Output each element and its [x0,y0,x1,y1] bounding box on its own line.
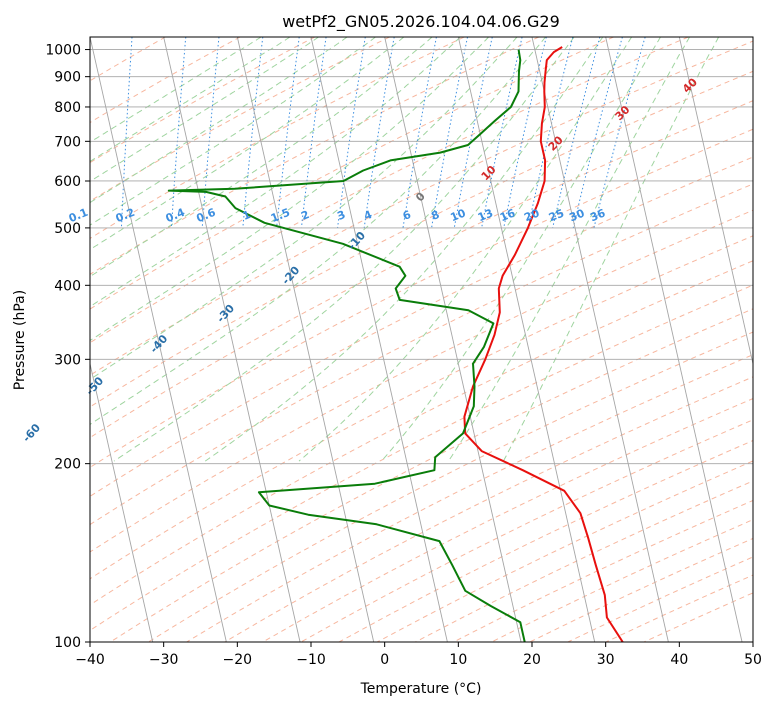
x-tick-label: 30 [597,652,615,668]
chart-title: wetPf2_GN05.2026.104.04.06.G29 [282,12,560,32]
dry-adiabat [90,37,540,275]
mixing-ratio-line [572,37,623,229]
moist-adiabat [90,37,262,143]
mixing-ratio-label: 25 [547,207,566,225]
dry-adiabat [90,40,753,376]
mixing-ratio-line [552,37,601,229]
mixing-ratio-line [337,37,366,228]
mixing-ratio-line [170,37,187,228]
moist-adiabat [90,37,433,278]
mixing-ratio-line [201,37,220,228]
x-tick-label: 40 [670,652,688,668]
axis-ticks: −40 −30 −20 −10 0 10 20 30 40 50 100 200 300 400 500 60… [45,43,762,668]
moist-adiabat [90,37,376,226]
mixing-ratio-label: 3 [335,208,347,223]
background-lines [90,37,753,642]
dry-adiabat [148,331,753,642]
mixing-ratio-line [363,37,395,228]
moist-adiabat [204,37,604,462]
x-axis-title: Temperature (°C) [360,681,482,697]
moist-adiabat [381,37,661,462]
mixing-ratio-line [242,37,264,228]
isotherm [90,361,154,642]
isotherm [678,37,753,366]
moist-adiabat [90,37,489,342]
dry-adiabat [90,70,753,408]
moist-adiabat [502,37,720,462]
y-tick-label: 800 [54,100,81,116]
dry-adiabat [224,376,753,642]
moist-adiabat [90,37,461,308]
mixing-ratio-label: 30 [567,206,586,224]
dry-adiabat [90,37,465,239]
dry-adiabat [90,37,166,82]
mixing-ratio-label: 13 [476,207,495,225]
mixing-ratio-label: 1 [241,208,253,223]
x-tick-label: 20 [523,652,541,668]
dry-adiabat [90,37,614,310]
dewpoint-line [167,49,526,642]
mixing-ratio-line [527,37,574,229]
x-tick-label: −10 [296,652,326,668]
plot-frame [89,36,754,643]
moist-adiabat [298,37,633,462]
sounding-profiles [167,46,624,642]
y-axis-title: Pressure (hPa) [12,290,28,390]
mixing-ratio-label: 2 [299,208,311,223]
x-tick-label: −20 [223,652,253,668]
y-tick-label: 600 [54,174,81,190]
isotherm [90,37,227,642]
y-tick-label: 700 [54,134,81,150]
isotherm [605,37,743,642]
dry-adiabat [90,128,753,468]
mixing-ratio-label: 16 [498,206,517,224]
x-tick-label: −30 [149,652,179,668]
mixing-ratio-line [431,37,468,228]
y-tick-label: 400 [54,278,81,294]
temperature-line [463,46,624,642]
moist-adiabat [90,37,405,251]
dry-adiabat [90,260,753,606]
moist-adiabat [90,37,546,426]
dry-adiabat [90,209,753,553]
moist-adiabat [113,37,575,462]
mixing-ratio-line [453,37,493,228]
mixing-ratio-line [503,37,547,229]
y-tick-label: 500 [54,221,81,237]
dry-adiabat [90,156,753,497]
isotherm [384,37,522,642]
mixing-ratio-label: 20 [522,206,541,224]
x-tick-label: 10 [449,652,467,668]
x-tick-label: 0 [380,652,389,668]
x-tick-label: −40 [75,652,105,668]
y-tick-label: 1000 [45,43,81,59]
mixing-ratio-line [481,37,523,228]
isotherm [531,37,669,642]
dry-adiabat [90,37,390,202]
x-tick-label: 50 [744,652,762,668]
isotherm [236,37,375,642]
y-tick-label: 100 [54,635,81,651]
isotherm [457,37,596,642]
isotherm [310,37,448,642]
mixing-ratio-label: 8 [429,208,441,223]
y-tick-label: 900 [54,70,81,86]
moist-adiabat [448,37,690,462]
moist-adiabat [90,37,348,204]
y-tick-label: 300 [54,352,81,368]
mixing-ratio-label: 36 [588,206,607,224]
y-tick-label: 200 [54,457,81,473]
mixing-ratio-label: 10 [449,206,468,224]
isotherm [163,37,301,642]
dry-adiabat [90,100,753,439]
